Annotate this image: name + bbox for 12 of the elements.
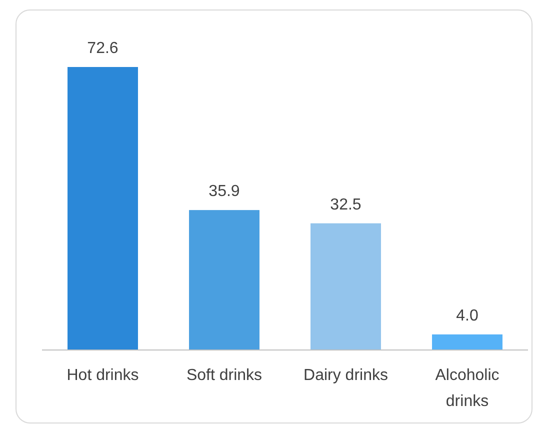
bar	[68, 67, 138, 350]
bar	[432, 334, 502, 350]
x-tick-label: Soft drinks	[186, 367, 262, 384]
x-tick-label: Hot drinks	[66, 367, 139, 384]
data-label: 4.0	[456, 307, 478, 324]
bar	[310, 223, 381, 350]
x-tick-label: Dairy drinks	[304, 367, 388, 384]
bar	[189, 210, 260, 350]
data-label: 72.6	[87, 40, 118, 57]
x-tick-label: Alcoholic drinks	[435, 367, 500, 410]
data-label: 35.9	[208, 183, 240, 200]
data-label: 32.5	[330, 196, 362, 214]
